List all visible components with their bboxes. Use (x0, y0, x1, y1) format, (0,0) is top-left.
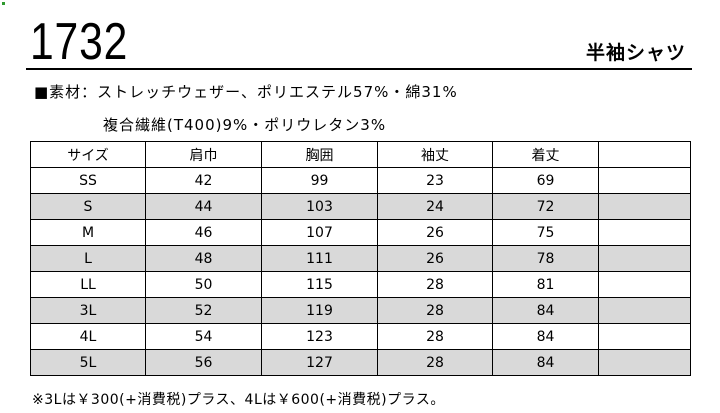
sleeve-cell: 28 (377, 323, 493, 350)
table-row: SS 42 99 23 69 (30, 167, 691, 194)
table-header-row: サイズ 肩巾 胸囲 袖丈 着丈 (30, 141, 691, 168)
chest-cell: 107 (261, 219, 378, 246)
size-cell: 3L (30, 297, 146, 324)
chest-cell: 99 (261, 167, 378, 194)
blank-cell (598, 271, 691, 298)
shoulder-cell: 52 (145, 297, 262, 324)
chest-cell: 127 (261, 349, 378, 376)
material-line-1: ■素材：ストレッチウェザー、ポリエステル57%・綿31% (34, 83, 458, 101)
length-cell: 69 (492, 167, 599, 194)
size-cell: 5L (30, 349, 146, 376)
header-divider (26, 68, 692, 70)
size-cell: S (30, 193, 146, 220)
length-cell: 84 (492, 349, 599, 376)
blank-cell (598, 323, 691, 350)
size-cell: 4L (30, 323, 146, 350)
blank-cell (598, 297, 691, 324)
shoulder-cell: 48 (145, 245, 262, 272)
shoulder-cell: 44 (145, 193, 262, 220)
table-row: 4L 54 123 28 84 (30, 323, 691, 350)
chest-cell: 103 (261, 193, 378, 220)
header-cell-blank (598, 141, 691, 168)
shoulder-cell: 50 (145, 271, 262, 298)
blank-cell (598, 245, 691, 272)
length-cell: 84 (492, 323, 599, 350)
sleeve-cell: 28 (377, 297, 493, 324)
sleeve-cell: 26 (377, 219, 493, 246)
corner-mark (2, 2, 5, 5)
length-cell: 72 (492, 193, 599, 220)
table-row: LL 50 115 28 81 (30, 271, 691, 298)
sleeve-cell: 28 (377, 349, 493, 376)
chest-cell: 111 (261, 245, 378, 272)
shoulder-cell: 54 (145, 323, 262, 350)
length-cell: 84 (492, 297, 599, 324)
blank-cell (598, 219, 691, 246)
price-footnote: ※3Lは￥300(+消費税)プラス、4Lは￥600(+消費税)プラス。 (32, 392, 445, 408)
sleeve-cell: 26 (377, 245, 493, 272)
sleeve-cell: 23 (377, 167, 493, 194)
table-row: 5L 56 127 28 84 (30, 349, 691, 376)
size-cell: LL (30, 271, 146, 298)
size-cell: L (30, 245, 146, 272)
length-cell: 78 (492, 245, 599, 272)
chest-cell: 115 (261, 271, 378, 298)
table-row: M 46 107 26 75 (30, 219, 691, 246)
table-row: S 44 103 24 72 (30, 193, 691, 220)
shoulder-cell: 46 (145, 219, 262, 246)
length-cell: 75 (492, 219, 599, 246)
chest-cell: 123 (261, 323, 378, 350)
blank-cell (598, 167, 691, 194)
header-cell-shoulder: 肩巾 (145, 141, 262, 168)
material-line-2: 複合繊維(T400)9%・ポリウレタン3% (103, 116, 387, 134)
header-cell-length: 着丈 (492, 141, 599, 168)
shoulder-cell: 56 (145, 349, 262, 376)
product-name: 半袖シャツ (585, 42, 686, 64)
table-row: 3L 52 119 28 84 (30, 297, 691, 324)
sleeve-cell: 24 (377, 193, 493, 220)
product-code: 1732 (30, 13, 129, 71)
size-cell: M (30, 219, 146, 246)
sleeve-cell: 28 (377, 271, 493, 298)
blank-cell (598, 349, 691, 376)
table-row: L 48 111 26 78 (30, 245, 691, 272)
header-cell-sleeve: 袖丈 (377, 141, 493, 168)
header-cell-chest: 胸囲 (261, 141, 378, 168)
length-cell: 81 (492, 271, 599, 298)
size-cell: SS (30, 167, 146, 194)
header-cell-size: サイズ (30, 141, 146, 168)
shoulder-cell: 42 (145, 167, 262, 194)
blank-cell (598, 193, 691, 220)
chest-cell: 119 (261, 297, 378, 324)
size-table: サイズ 肩巾 胸囲 袖丈 着丈 SS 42 99 23 69 S 44 103 … (30, 141, 691, 376)
